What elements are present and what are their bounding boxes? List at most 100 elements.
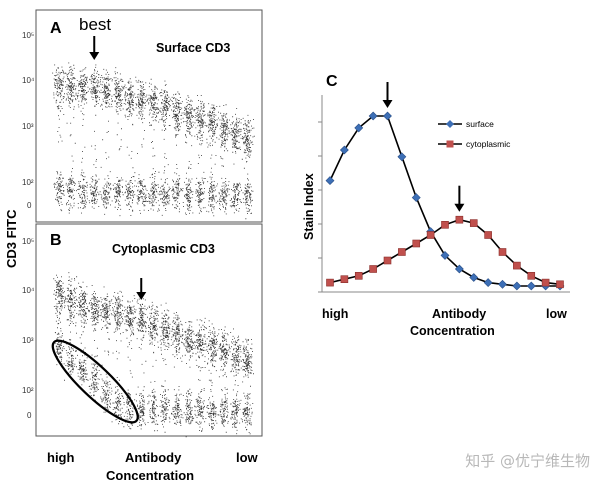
panel-a-best-arrow [89,36,100,60]
flow-events [111,290,126,428]
panel-b-tick: 0 [27,411,32,420]
point-cytoplasmic [398,248,406,256]
flow-events [63,272,80,381]
flow-events [194,95,206,214]
flow-events [159,302,172,433]
flow-column [228,328,242,435]
point-cytoplasmic [527,271,536,280]
x-axis-low: low [236,450,259,465]
flow-events [135,294,149,430]
flow-column [216,104,233,215]
series-surface [325,111,565,291]
point-surface [483,278,493,288]
flow-column [53,274,67,366]
point-surface [454,264,464,274]
point-surface [512,281,522,291]
flow-column [123,78,137,216]
flow-events [52,64,68,212]
point-surface [368,111,378,121]
legend-label: cytoplasmic [466,139,511,149]
best-arrow-head [89,52,100,60]
point-surface [354,123,364,133]
panel-b-ellipse [51,339,139,424]
flow-column [215,326,231,433]
panel-c-xlabel-mid1: Antibody [432,307,486,321]
point-surface [325,176,335,186]
point-surface [339,145,349,155]
point-cytoplasmic [556,280,564,289]
flow-events [240,338,254,435]
watermark: 知乎 @优宁维生物 [465,452,590,470]
x-axis-high: high [47,450,74,465]
flow-events [76,281,90,387]
panel-b-title: Cytoplasmic CD3 [112,242,215,256]
flow-column [171,91,185,213]
panel-a-dots [52,62,255,220]
flow-column [52,64,68,212]
flow-column [87,285,102,401]
point-cytoplasmic [513,261,521,270]
point-cytoplasmic [326,278,334,287]
legend-marker [446,140,454,148]
flow-column [87,64,102,209]
flow-column [100,286,114,413]
flow-column [240,114,255,220]
point-cytoplasmic [354,271,363,280]
flow-column [159,302,172,433]
flow-column [63,272,80,381]
flow-events [158,80,172,216]
flow-events [206,103,219,217]
peak-arrow-cytoplasmic-head [454,203,465,212]
flow-column [180,321,196,438]
flow-column [240,338,254,435]
flow-events [123,78,137,216]
flow-events [122,295,138,430]
flow-events [64,62,79,214]
point-cytoplasmic [441,221,449,229]
panel-a-y-ticks: 10⁵ 10⁴ 10³ 10² 0 [22,31,35,210]
highlight-ellipse [51,339,139,424]
flow-events [147,301,161,432]
point-cytoplasmic [412,239,421,248]
x-axis-title-line2: Concentration [106,468,194,483]
cyto-arrow-head [136,292,147,300]
point-cytoplasmic [426,231,435,239]
point-cytoplasmic [455,215,464,224]
panel-a-tick: 0 [27,201,32,210]
flow-events [204,320,220,430]
point-cytoplasmic [340,275,349,284]
panel-c-xlabel-left: high [322,307,348,321]
point-surface [411,193,421,203]
panel-b-tick: 10³ [22,336,34,345]
flow-column [100,68,113,215]
flow-events [180,321,196,438]
legend-item-surface: surface [438,119,494,129]
flow-events [227,108,242,214]
panel-a-letter: A [50,20,62,37]
panel-c-legend: surface cytoplasmic [438,119,511,149]
flow-events [87,64,102,209]
flow-column [76,281,90,387]
panel-c-series [325,111,565,291]
legend-marker [446,120,454,128]
flow-events [53,274,67,366]
flow-column [204,320,220,430]
flow-events [216,104,233,215]
point-surface [526,281,536,291]
flow-events [100,68,113,215]
point-surface [469,273,479,282]
legend-label: surface [466,119,494,129]
point-cytoplasmic [484,231,492,239]
flow-events [147,78,160,212]
legend-item-cytoplasmic: cytoplasmic [438,139,511,149]
panel-b-y-ticks: 10⁵ 10⁴ 10³ 10² 0 [22,237,35,420]
flow-column [135,76,149,214]
point-surface [498,279,507,289]
point-cytoplasmic [383,256,392,265]
flow-column [147,78,160,212]
flow-column [111,67,125,217]
flow-column [206,103,219,217]
panel-a-annotation: best [79,15,111,34]
panel-b-letter: B [50,232,62,249]
